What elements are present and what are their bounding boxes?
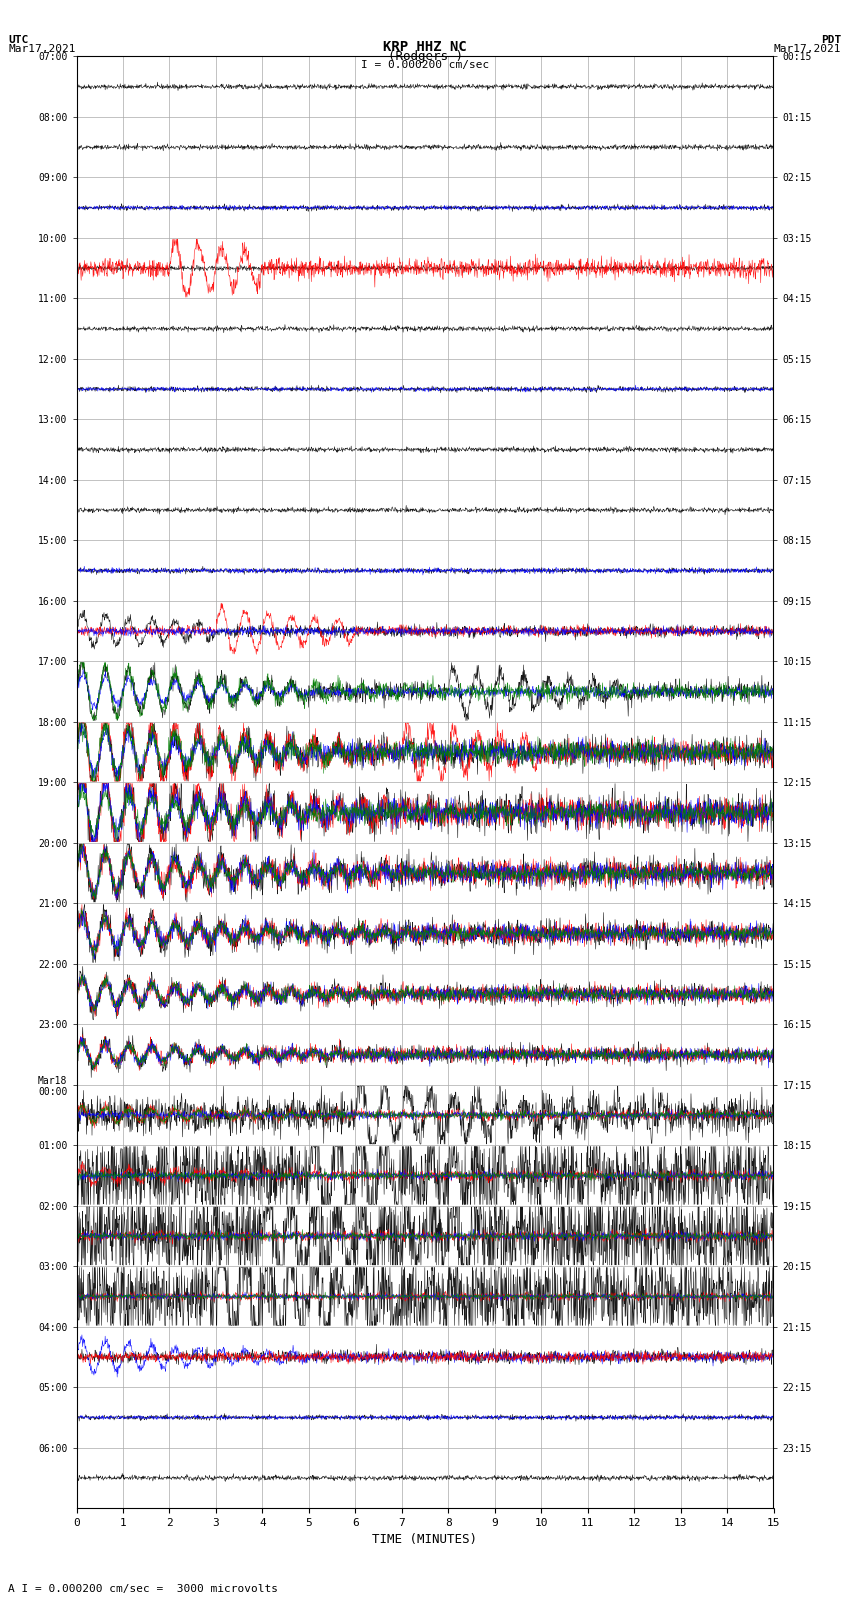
Text: PDT: PDT [821, 35, 842, 45]
Text: A I = 0.000200 cm/sec =  3000 microvolts: A I = 0.000200 cm/sec = 3000 microvolts [8, 1584, 279, 1594]
Text: (Rodgers ): (Rodgers ) [388, 50, 462, 63]
Text: Mar17,2021: Mar17,2021 [774, 44, 842, 53]
Text: I = 0.000200 cm/sec: I = 0.000200 cm/sec [361, 60, 489, 69]
Text: UTC: UTC [8, 35, 29, 45]
X-axis label: TIME (MINUTES): TIME (MINUTES) [372, 1534, 478, 1547]
Text: Mar17,2021: Mar17,2021 [8, 44, 76, 53]
Text: KRP HHZ NC: KRP HHZ NC [383, 40, 467, 55]
